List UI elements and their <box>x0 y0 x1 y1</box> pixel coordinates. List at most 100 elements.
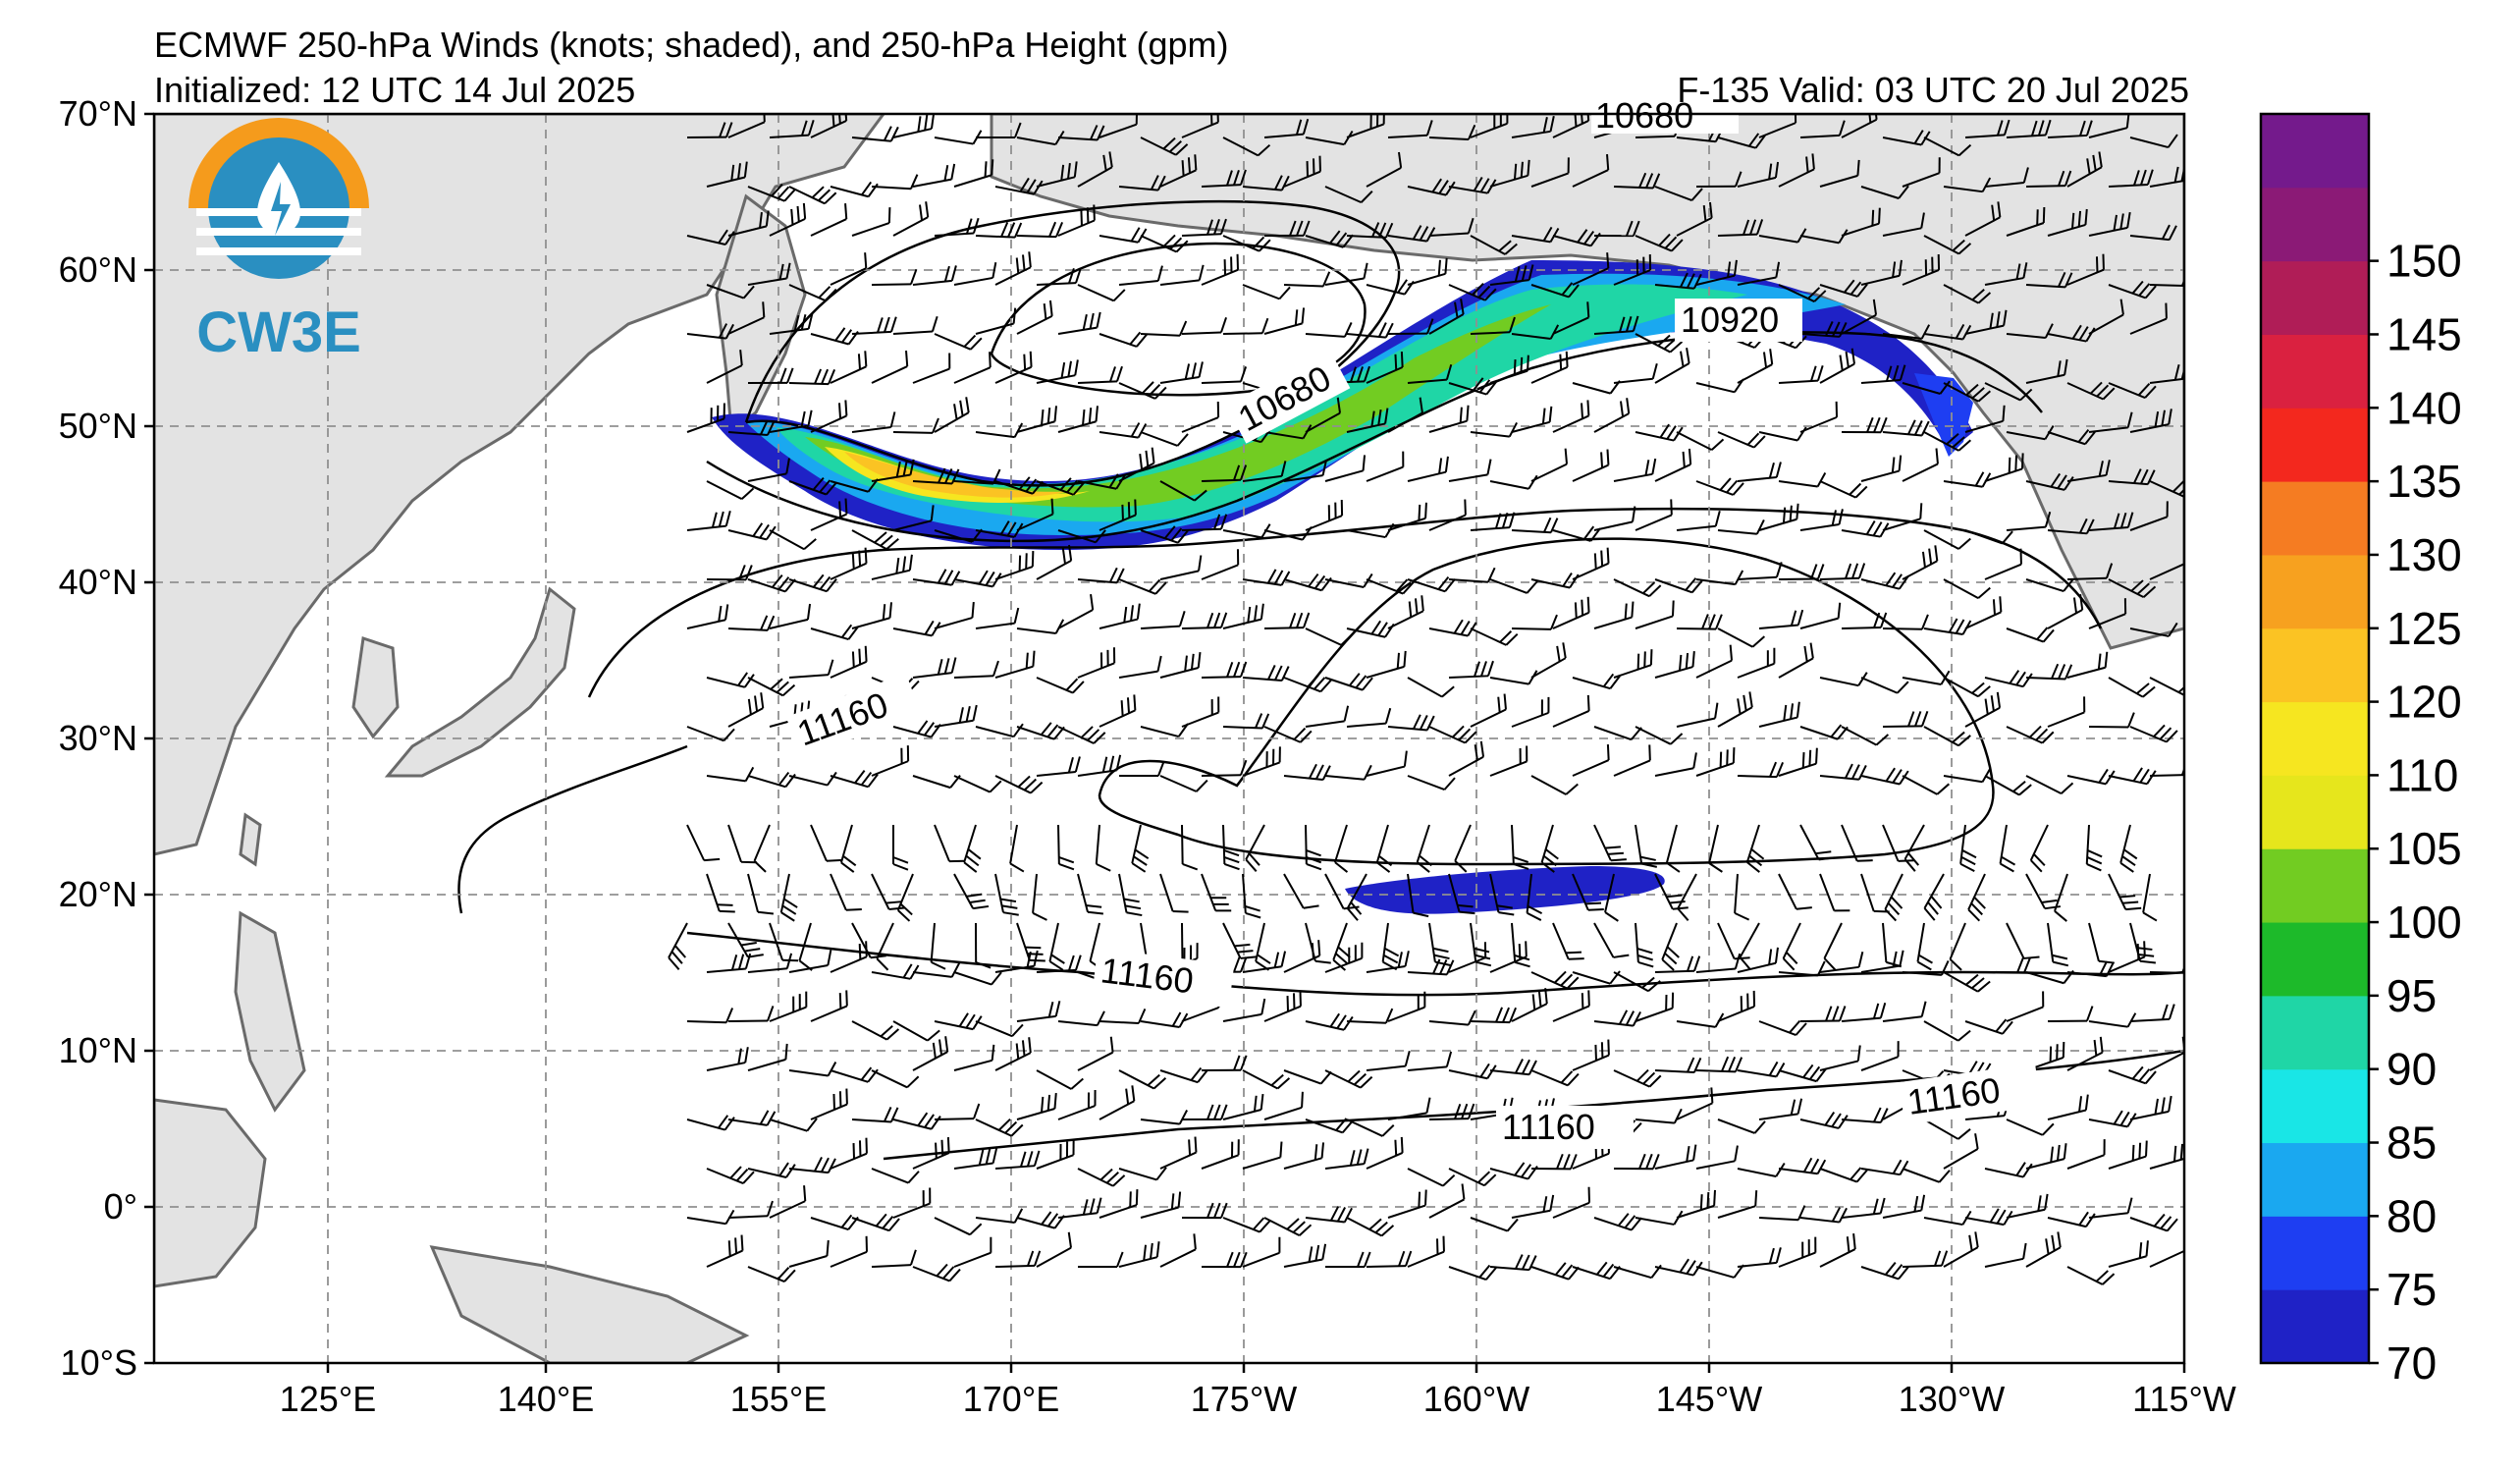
wind-barb <box>1841 1002 1887 1022</box>
wind-barb <box>1695 259 1738 286</box>
wind-barb <box>934 704 978 728</box>
wind-barb <box>727 615 776 631</box>
wind-barb <box>788 476 837 496</box>
wind-barb <box>769 1118 818 1132</box>
wind-barb <box>871 459 915 482</box>
wind-barb <box>788 368 836 386</box>
colorbar-label: 100 <box>2386 897 2462 948</box>
wind-barb <box>1882 324 1931 340</box>
wind-barb <box>953 775 1002 793</box>
wind-barb <box>1016 922 1046 962</box>
wind-barb <box>1245 824 1265 872</box>
wind-barb <box>1572 743 1610 777</box>
wind-barb <box>851 411 896 433</box>
wind-barb <box>1222 824 1240 871</box>
wind-barb <box>2047 1094 2089 1120</box>
wind-barb <box>1099 694 1137 728</box>
wind-barb <box>1222 1093 1264 1120</box>
wind-barb <box>2066 563 2114 580</box>
wind-barb <box>1511 988 1548 1022</box>
wind-barb <box>1882 503 1923 531</box>
wind-barb <box>1511 922 1530 968</box>
wind-barb <box>1778 472 1827 488</box>
wind-barb <box>1593 824 1627 862</box>
wind-barb <box>2129 622 2178 637</box>
colorbar-label: 85 <box>2386 1118 2437 1169</box>
lat-tick-label: 50°N <box>59 406 137 446</box>
wind-barb <box>810 114 848 138</box>
wind-barb <box>727 419 776 437</box>
wind-barb <box>1077 567 1125 584</box>
wind-barb <box>1613 971 1661 993</box>
wind-barb <box>1902 253 1941 286</box>
wind-barb <box>1366 151 1403 188</box>
wind-barb <box>1572 673 1621 690</box>
wind-barb <box>1593 1009 1641 1027</box>
wind-barb <box>1077 473 1126 490</box>
wind-barb <box>1841 824 1873 862</box>
wind-barb <box>1448 942 1487 973</box>
wind-barb <box>1181 696 1220 728</box>
lon-tick-label: 160°W <box>1423 1379 1529 1419</box>
wind-barb <box>1737 462 1782 482</box>
wind-barb <box>2066 460 2111 482</box>
wind-barb <box>747 262 791 286</box>
wind-barb <box>2088 1012 2137 1028</box>
wind-barb <box>1016 498 1054 531</box>
wind-barb <box>1159 361 1204 384</box>
colorbar-band <box>2261 1216 2369 1290</box>
wind-barb <box>1799 1207 1848 1224</box>
wind-barb <box>1305 705 1350 728</box>
wind-barb <box>769 202 807 237</box>
wind-barb <box>1572 873 1604 911</box>
wind-barb <box>1099 422 1148 439</box>
wind-barb <box>1470 316 1516 335</box>
contour-10920 <box>706 331 2043 543</box>
wind-barb <box>2066 151 2103 188</box>
colorbar-band <box>2261 1068 2369 1144</box>
wind-barb <box>1222 603 1264 629</box>
wind-barb <box>1428 499 1467 531</box>
wind-barb <box>1758 609 1804 629</box>
wind-barb <box>1242 1069 1291 1090</box>
wind-barb <box>1530 448 1569 482</box>
wind-barb <box>1613 744 1651 777</box>
wind-barb <box>1131 824 1150 873</box>
wind-barb <box>1860 950 1904 973</box>
wind-barb <box>1118 175 1166 191</box>
wind-barb <box>686 510 731 531</box>
wind-barb <box>1407 576 1456 593</box>
wind-barb <box>1407 1168 1456 1187</box>
wind-barb <box>1346 222 1394 239</box>
wind-barb <box>912 1263 961 1282</box>
initialized-time: Initialized: 12 UTC 14 Jul 2025 <box>154 70 636 110</box>
wind-barb <box>2047 1006 2094 1022</box>
wind-barb <box>769 991 808 1022</box>
wind-barb <box>1841 612 1888 629</box>
wind-barb <box>1263 307 1306 335</box>
colorbar-band <box>2261 481 2369 556</box>
wind-barb <box>1428 217 1474 237</box>
wind-barb <box>1778 1157 1827 1175</box>
wind-barb <box>1572 252 1610 286</box>
wind-barb <box>1593 506 1636 531</box>
wind-barb <box>1181 218 1227 237</box>
wind-barb <box>1654 1144 1697 1170</box>
wind-barb <box>1140 136 1189 156</box>
wind-barb <box>1717 691 1753 728</box>
wind-barb <box>1159 1136 1198 1170</box>
wind-barb <box>1923 136 1972 157</box>
wind-barb <box>1799 509 1844 531</box>
wind-barb <box>963 824 982 873</box>
wind-barb <box>1552 596 1590 629</box>
wind-barb <box>912 265 957 286</box>
wind-barb <box>1654 651 1695 679</box>
wind-barb <box>1448 873 1475 915</box>
wind-barb <box>1923 1118 1971 1140</box>
wind-barb <box>1263 118 1310 138</box>
wind-barb <box>686 604 729 629</box>
wind-barb <box>912 962 961 978</box>
colorbar-band <box>2261 922 2369 997</box>
wind-barb <box>1654 448 1692 482</box>
